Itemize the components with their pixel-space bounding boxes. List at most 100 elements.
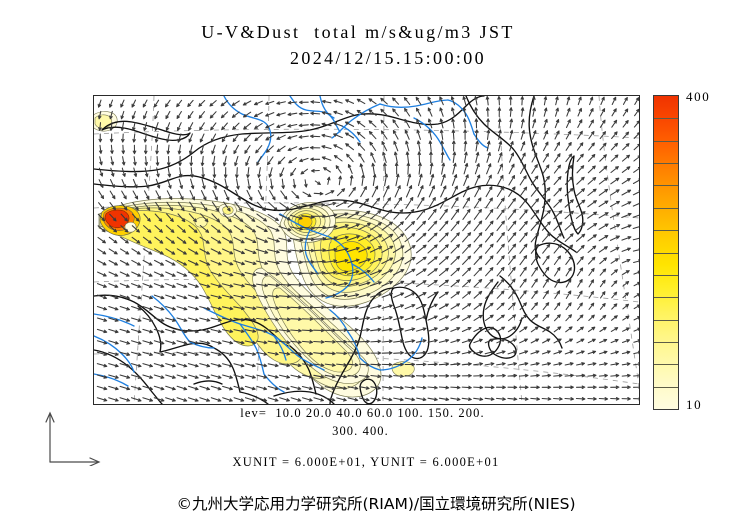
wind-vector-arrow — [368, 98, 377, 105]
wind-vector-arrow — [461, 315, 472, 321]
wind-vector-arrow — [301, 340, 314, 344]
wind-vector-arrow — [542, 164, 550, 174]
wind-vector-arrow — [176, 99, 183, 108]
wind-vector-arrow — [278, 306, 291, 310]
wind-vector-arrow — [621, 373, 631, 378]
wind-vector-arrow — [223, 201, 231, 212]
wind-vector-arrow — [599, 257, 608, 265]
wind-vector-arrow — [520, 141, 526, 152]
wind-vector-arrow — [222, 385, 233, 391]
contour-level-line2: 300. 400. — [332, 424, 389, 438]
wind-vector-arrow — [462, 220, 471, 232]
wind-vector-arrow — [438, 279, 449, 288]
contour-level-caption: lev= 10.0 20.0 40.0 60.0 100. 150. 200. … — [93, 406, 640, 439]
wind-vector-arrow — [416, 196, 425, 209]
wind-vector-arrow — [244, 351, 256, 356]
wind-vector-arrow — [166, 133, 170, 143]
wind-vector-arrow — [474, 129, 479, 140]
wind-vector-arrow — [427, 268, 438, 276]
wind-vector-arrow — [290, 351, 302, 356]
colorbar-tick — [654, 386, 678, 388]
wind-vector-arrow — [610, 246, 620, 253]
wind-vector-arrow — [176, 351, 188, 357]
colorbar-tick — [654, 140, 678, 142]
wind-vector-arrow — [278, 225, 292, 232]
wind-vector-arrow — [406, 162, 411, 175]
wind-vector-arrow — [474, 107, 478, 117]
wind-vector-arrow — [381, 257, 394, 265]
wind-vector-arrow — [473, 208, 482, 220]
wind-vector-arrow — [235, 189, 241, 201]
wind-vector-arrow — [588, 279, 595, 288]
wind-vector-arrow — [484, 232, 494, 243]
wind-vector-arrow — [233, 306, 245, 311]
wind-vector-arrow — [233, 374, 245, 379]
wind-vector-arrow — [199, 236, 210, 244]
wind-vector-arrow — [384, 173, 389, 187]
wind-vector-arrow — [462, 96, 467, 106]
wind-vector-arrow — [530, 362, 540, 366]
wind-vector-arrow — [450, 350, 461, 355]
wind-vector-arrow — [575, 397, 586, 401]
wind-vector-arrow — [519, 350, 529, 355]
wind-vector-arrow — [187, 259, 199, 266]
wind-vector-arrow — [541, 362, 552, 366]
wind-vector-arrow — [473, 290, 483, 299]
wind-vector-arrow — [553, 397, 563, 401]
wind-vector-arrow — [270, 178, 274, 190]
wind-vector-arrow — [415, 292, 427, 299]
wind-vector-arrow — [155, 155, 160, 166]
wind-vector-arrow — [599, 302, 606, 310]
wind-vector-arrow — [461, 350, 472, 355]
wind-vector-arrow — [177, 224, 186, 233]
wind-vector-arrow — [177, 122, 182, 131]
wind-vector-arrow — [598, 397, 609, 401]
wind-vector-arrow — [519, 175, 527, 186]
wind-vector-arrow — [244, 260, 257, 266]
wind-vector-arrow — [416, 385, 427, 390]
wind-vector-arrow — [587, 350, 597, 355]
wind-vector-arrow — [438, 350, 450, 355]
wind-vector-arrow — [588, 119, 594, 128]
wind-vector-arrow — [313, 191, 324, 196]
wind-vector-arrow — [256, 156, 262, 166]
wind-vector-arrow — [246, 189, 253, 201]
wind-vector-arrow — [507, 220, 517, 232]
wind-vector-arrow — [335, 247, 349, 252]
wind-vector-arrow — [439, 232, 449, 243]
wind-vector-arrow — [278, 340, 291, 345]
wind-vector-arrow — [599, 338, 608, 344]
wind-vector-arrow — [473, 220, 483, 232]
wind-vector-arrow — [324, 386, 336, 390]
wind-vector-arrow — [450, 96, 456, 106]
wind-vector-arrow — [153, 294, 165, 300]
wind-vector-arrow — [496, 290, 505, 299]
wind-vector-arrow — [119, 351, 131, 357]
wind-vector-arrow — [143, 110, 148, 120]
wind-vector-arrow — [507, 385, 518, 390]
wind-vector-arrow — [188, 122, 194, 131]
wind-vector-arrow — [394, 162, 399, 175]
wind-vector-arrow — [267, 317, 280, 322]
wind-vector-arrow — [416, 220, 427, 232]
wind-vector-arrow — [497, 174, 504, 186]
wind-vector-arrow — [298, 100, 309, 105]
wind-vector-arrow — [473, 373, 484, 378]
wind-vector-arrow — [553, 373, 563, 378]
wind-vector-arrow — [609, 235, 620, 241]
wind-vector-arrow — [621, 385, 631, 390]
wind-vector-arrow — [222, 155, 227, 167]
wind-vector-arrow — [165, 271, 176, 277]
wind-vector-arrow — [267, 213, 279, 222]
wind-vector-arrow — [199, 317, 211, 322]
wind-vector-arrow — [610, 189, 620, 196]
wind-vector-arrow — [323, 236, 338, 241]
dust-patch-small-a — [218, 203, 237, 218]
wind-vector-arrow — [382, 197, 392, 209]
wind-vector-arrow — [289, 214, 303, 220]
wind-vector-arrow — [381, 397, 393, 402]
wind-vector-arrow — [131, 283, 142, 288]
wind-vector-arrow — [530, 326, 539, 333]
wind-vector-arrow — [404, 397, 416, 402]
wind-vector-arrow — [244, 329, 257, 333]
